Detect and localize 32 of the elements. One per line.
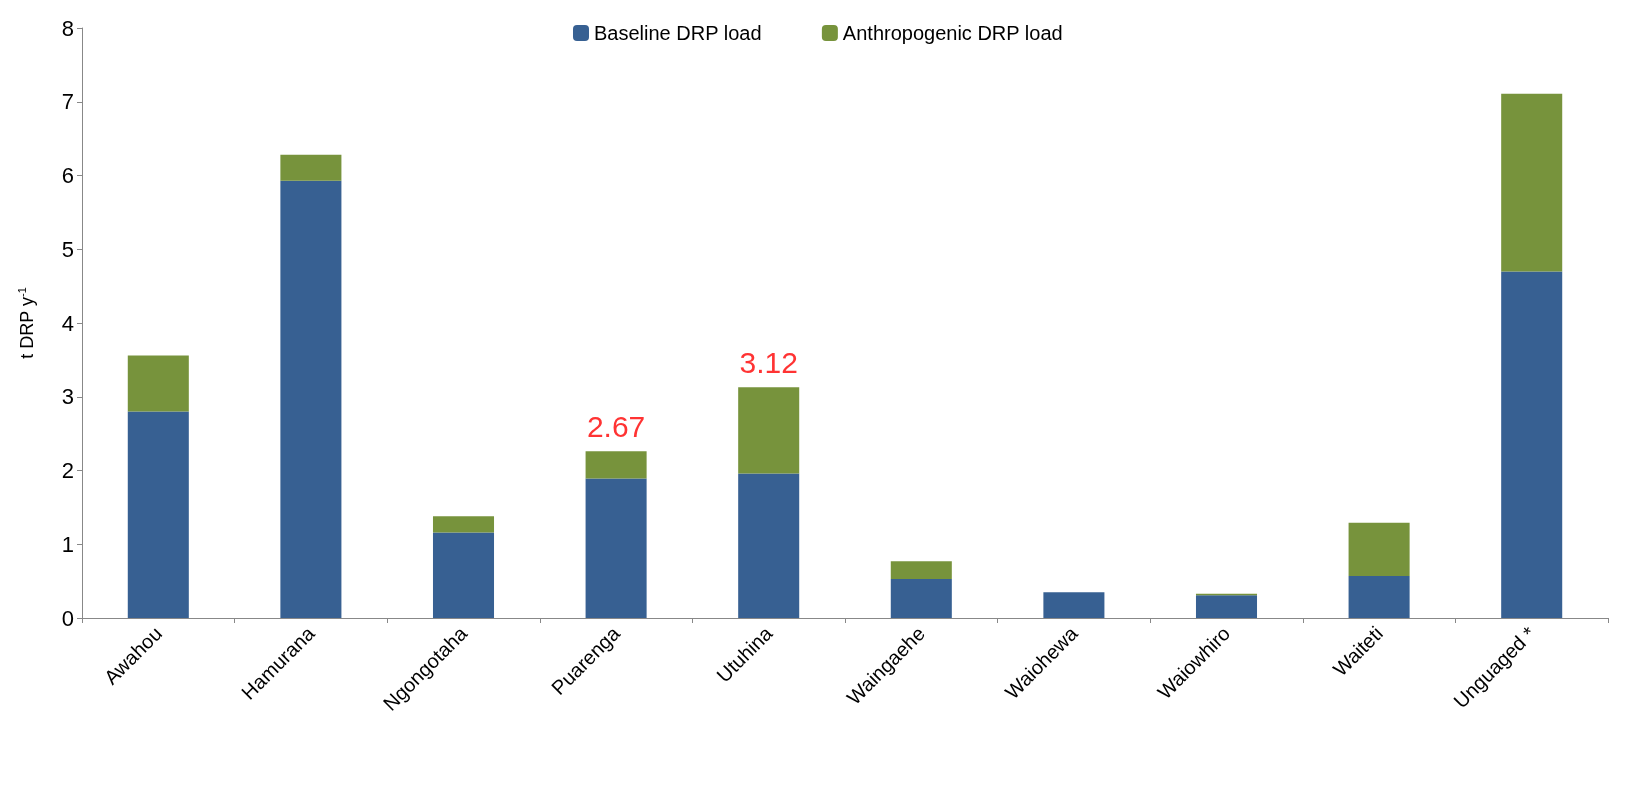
legend-label: Baseline DRP load <box>594 22 762 44</box>
bar <box>1043 592 1105 618</box>
bar <box>890 561 952 579</box>
y-tick-label: 8 <box>61 15 74 41</box>
y-tick-label: 4 <box>61 310 74 336</box>
bar <box>127 411 189 618</box>
y-tick-label: 3 <box>61 384 74 410</box>
bar <box>1195 595 1258 618</box>
y-axis-title: t DRP y-1 <box>15 287 37 359</box>
bar <box>585 451 647 479</box>
y-tick-label: 2 <box>61 458 74 483</box>
y-tick-label: 5 <box>61 236 74 262</box>
bar <box>738 473 800 618</box>
y-tick-label: 0 <box>61 605 74 631</box>
bar <box>1501 271 1563 618</box>
legend-label: Anthropogenic DRP load <box>842 22 1063 44</box>
bar <box>890 578 952 618</box>
bar <box>1501 93 1563 272</box>
bar <box>432 532 495 618</box>
y-tick-label: 6 <box>61 163 74 188</box>
annotation: 3.12 <box>739 345 798 379</box>
bar <box>585 478 647 618</box>
bar <box>127 355 189 412</box>
bar <box>1348 522 1410 576</box>
bar <box>280 154 342 181</box>
annotation: 2.67 <box>586 409 646 443</box>
bar <box>280 180 342 618</box>
bar <box>432 516 495 533</box>
bar <box>1348 575 1410 618</box>
y-tick-label: 1 <box>61 531 74 557</box>
bar <box>738 387 800 474</box>
y-tick-label: 7 <box>61 89 74 115</box>
